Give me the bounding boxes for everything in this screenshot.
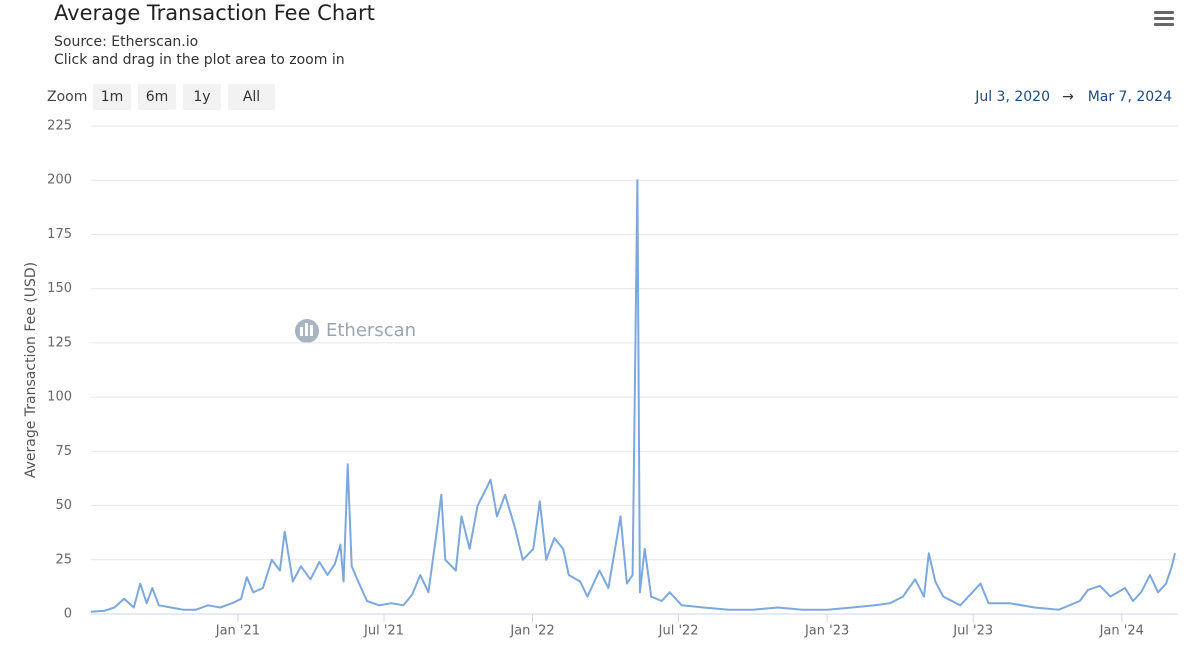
zoom-label: Zoom — [47, 89, 87, 105]
button-bg — [138, 84, 176, 110]
chart-title: Average Transaction Fee Chart — [54, 1, 375, 25]
button-bg — [93, 84, 131, 110]
button-label: 1y — [193, 89, 210, 105]
watermark: Etherscan — [326, 320, 416, 341]
zoom-button[interactable]: 1y — [183, 84, 221, 110]
y-tick-label: 175 — [47, 227, 72, 242]
y-tick-label: 25 — [55, 552, 72, 567]
data-line — [90, 179, 1176, 613]
menu-bar — [1154, 17, 1174, 20]
button-bg — [228, 84, 275, 110]
button-label: 1m — [101, 89, 124, 105]
x-tick-label: Jan '21 — [215, 624, 260, 639]
x-tick-label: Jan '24 — [1099, 624, 1144, 639]
menu-bar — [1154, 23, 1174, 26]
zoom-button[interactable]: All — [228, 84, 275, 110]
x-tick-label: Jan '22 — [509, 624, 554, 639]
y-tick-label: 75 — [55, 444, 72, 459]
y-tick-label: 100 — [47, 390, 72, 405]
source: Source: Etherscan.io — [54, 34, 198, 50]
y-tick-label: 150 — [47, 281, 72, 296]
y-tick-label: 50 — [55, 498, 72, 513]
zoom-button[interactable]: 1m — [93, 84, 131, 110]
watermark-logo — [295, 319, 319, 343]
menu-button[interactable] — [1154, 11, 1174, 26]
zoom-button[interactable]: 6m — [138, 84, 176, 110]
range-end[interactable]: Mar 7, 2024 — [1088, 89, 1172, 105]
y-tick-label: 225 — [47, 119, 72, 134]
button-bg — [183, 84, 221, 110]
y-tick-label: 200 — [47, 173, 72, 188]
y-axis-label: Average Transaction Fee (USD) — [23, 262, 39, 478]
range-start[interactable]: Jul 3, 2020 — [974, 89, 1050, 105]
button-label: All — [243, 89, 260, 105]
x-tick-label: Jan '23 — [804, 624, 849, 639]
subtitle: Click and drag in the plot area to zoom … — [54, 52, 345, 68]
range-arrow: → — [1062, 89, 1074, 105]
x-tick-label: Jul '23 — [952, 624, 993, 639]
menu-bar — [1154, 11, 1174, 14]
x-tick-label: Jul '22 — [658, 624, 699, 639]
x-tick-label: Jul '21 — [363, 624, 404, 639]
y-tick-label: 0 — [64, 607, 72, 622]
y-tick-label: 125 — [47, 335, 72, 350]
button-label: 6m — [146, 89, 169, 105]
